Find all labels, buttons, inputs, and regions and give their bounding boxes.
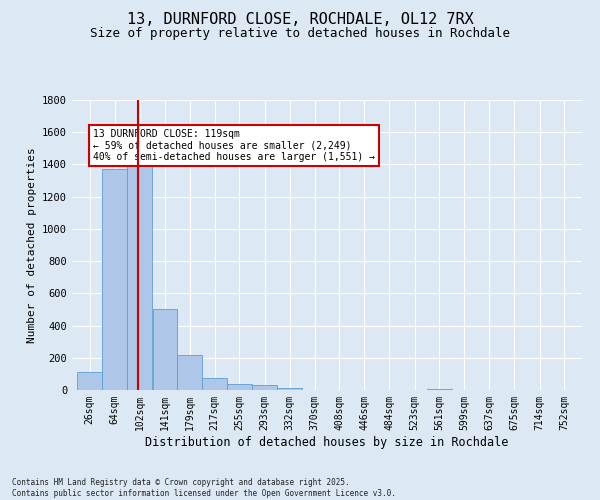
Bar [152,310,177,390]
Bar [102,170,127,390]
Text: 13 DURNFORD CLOSE: 119sqm
← 59% of detached houses are smaller (2,249)
40% of se: 13 DURNFORD CLOSE: 119sqm ← 59% of detac… [93,129,375,162]
Bar [252,386,277,390]
Bar [227,384,251,390]
Bar [127,160,152,390]
Text: Size of property relative to detached houses in Rochdale: Size of property relative to detached ho… [90,28,510,40]
Bar [427,389,452,390]
Bar [202,378,227,390]
Y-axis label: Number of detached properties: Number of detached properties [26,147,37,343]
Bar [77,372,102,390]
Bar [178,356,202,390]
Bar [277,388,302,390]
X-axis label: Distribution of detached houses by size in Rochdale: Distribution of detached houses by size … [145,436,509,448]
Text: 13, DURNFORD CLOSE, ROCHDALE, OL12 7RX: 13, DURNFORD CLOSE, ROCHDALE, OL12 7RX [127,12,473,28]
Text: Contains HM Land Registry data © Crown copyright and database right 2025.
Contai: Contains HM Land Registry data © Crown c… [12,478,396,498]
